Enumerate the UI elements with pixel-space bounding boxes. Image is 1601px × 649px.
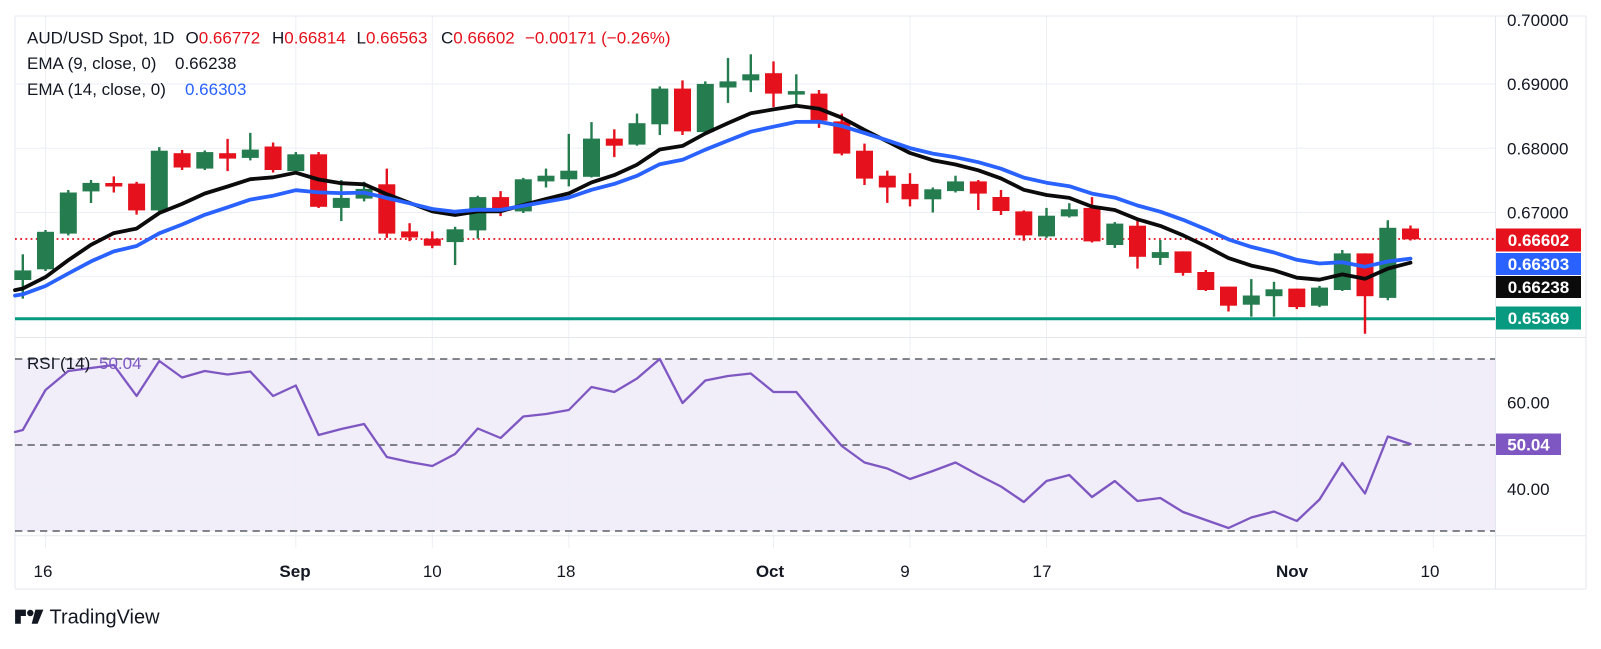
svg-text:Oct: Oct	[756, 562, 785, 581]
svg-text:0.66602: 0.66602	[1508, 231, 1569, 250]
svg-text:EMA (14, close, 0)0.66303: EMA (14, close, 0) 0.66303	[27, 80, 246, 99]
svg-text:0.67000: 0.67000	[1507, 204, 1568, 223]
svg-text:0.66238: 0.66238	[1508, 278, 1569, 297]
svg-text:Sep: Sep	[279, 562, 310, 581]
svg-text:RSI (14)50.04: RSI (14) 50.04	[27, 354, 142, 373]
svg-text:Nov: Nov	[1276, 562, 1309, 581]
svg-text:0.66303: 0.66303	[1508, 255, 1569, 274]
svg-text:10: 10	[423, 562, 442, 581]
svg-text:0.68000: 0.68000	[1507, 139, 1568, 158]
svg-text:0.65369: 0.65369	[1508, 309, 1569, 328]
svg-text:TradingView: TradingView	[50, 607, 161, 629]
svg-text:9: 9	[900, 562, 909, 581]
svg-text:0.70000: 0.70000	[1507, 11, 1568, 30]
svg-text:17: 17	[1033, 562, 1052, 581]
svg-text:10: 10	[1421, 562, 1440, 581]
svg-text:60.00: 60.00	[1507, 394, 1550, 413]
svg-text:0.69000: 0.69000	[1507, 75, 1568, 94]
svg-text:50.04: 50.04	[1507, 435, 1550, 454]
svg-text:18: 18	[557, 562, 576, 581]
svg-text:EMA (9, close, 0)0.66238: EMA (9, close, 0) 0.66238	[27, 54, 236, 73]
svg-text:16: 16	[34, 562, 53, 581]
svg-text:40.00: 40.00	[1507, 480, 1550, 499]
